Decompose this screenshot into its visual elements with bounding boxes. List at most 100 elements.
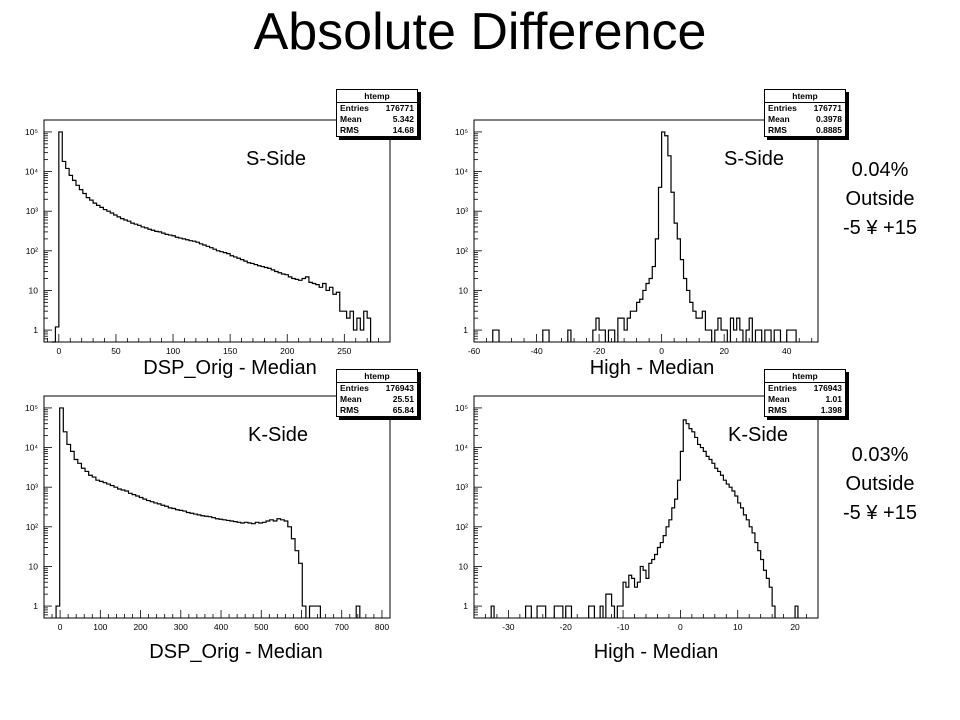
histogram-bin [715,330,718,342]
histogram-bin [635,587,638,618]
histogram-bin [118,489,122,618]
histogram-bin [233,522,237,618]
histogram-bin [491,606,494,618]
histogram-bin [749,318,752,342]
histogram-bin [367,318,370,342]
histogram-bin [148,229,151,342]
histogram-bin [277,519,281,618]
histogram-bin [743,515,746,618]
x-axis-title-k-high: High - Median [593,641,719,663]
histogram-bin [496,330,499,342]
y-tick-label: 10⁵ [455,403,468,413]
histogram-bin [212,518,216,618]
histogram-bin [569,606,572,618]
histogram-bin [655,555,658,618]
histogram-bin [128,493,132,618]
x-tick-label: -30 [502,622,515,632]
x-axis-title-s-high: High - Median [589,357,715,379]
x-tick-label: 200 [133,622,147,632]
x-tick-label: -20 [560,622,573,632]
plot-frame [43,119,391,343]
histogram-bin [592,606,595,618]
histogram-bin [692,432,695,618]
histogram-bin [674,223,677,342]
histogram-bin [766,578,769,618]
histogram-bin [718,471,721,618]
histogram-bin [695,437,698,618]
histogram-bin [179,238,182,342]
histogram-bin [100,481,104,618]
histogram-bin [139,497,143,618]
histogram-bin [313,606,317,618]
stats-box-name: htemp [337,90,417,103]
histogram-bin [302,606,306,618]
y-tick-label: 10³ [456,482,468,492]
histogram-bin [143,499,147,618]
histogram-bin [172,508,176,618]
histogram-bin [764,570,767,618]
histogram-bin [680,260,683,342]
histogram-bin [107,211,110,342]
histogram-bin [675,499,678,618]
histogram-bin [74,459,78,618]
histogram-bin [131,223,134,342]
histogram-bin [596,318,599,342]
y-tick-label: 10² [456,522,468,532]
histogram-bin [196,242,199,342]
histogram-bin [147,501,151,618]
histogram-bin [288,277,291,342]
histogram-bin [326,290,329,342]
histogram-bin [189,241,192,342]
histogram-bin [114,215,117,342]
histogram-bin [333,294,336,342]
histogram-bin [357,318,360,342]
histogram-bin [230,256,233,342]
histogram-bin [643,290,646,342]
histogram-bin [132,495,136,618]
histogram-bin [657,548,660,618]
histogram-bin [364,311,367,342]
histogram-bin [323,283,326,342]
histogram-bin [114,487,118,618]
histogram-bin [336,292,339,342]
stats-box-name: htemp [765,370,845,383]
histogram-bin [299,280,302,342]
histogram-bin [649,279,652,342]
x-tick-label: 50 [111,346,121,356]
histogram-bin [768,330,771,342]
histogram-bin [735,496,738,618]
histogram-bin [646,283,649,342]
y-tick-label: 10³ [26,206,38,216]
histogram-outline [55,407,361,618]
histogram-bin [554,606,557,618]
histogram-bin [155,231,158,342]
histogram-bin [746,520,749,618]
histogram-bin [312,283,315,342]
histogram-bin [624,330,627,342]
x-axis-title-s-dsp: DSP_Orig - Median [143,357,317,379]
stats-box-s-high: htemp Entries 176771 Mean 0.3978 RMS 0.8885 [764,89,846,137]
x-tick-label: 400 [214,622,228,632]
histogram-bin [612,330,615,342]
histogram-bin [192,241,195,342]
histogram-bin [652,559,655,618]
y-tick-label: 10⁴ [455,167,468,177]
histogram-bin [60,408,64,618]
x-tick-label: -40 [530,346,543,356]
histogram-bin [666,527,669,618]
histogram-bin [201,516,205,618]
histogram-bin [110,486,114,618]
stats-box-name: htemp [765,90,845,103]
stats-box-s-dsp: htemp Entries 176771 Mean 5.342 RMS 14.68 [336,89,418,137]
histogram-bin [71,451,75,618]
histogram-bin [240,260,243,342]
histogram-bin [127,221,130,342]
histogram-bin [608,330,611,342]
histogram-bin [172,236,175,342]
histogram-bin [316,285,319,342]
histogram-bin [672,508,675,618]
histogram-bin [729,487,732,618]
x-tick-label: 700 [335,622,349,632]
histogram-bin [291,539,295,618]
histogram-bin [121,219,124,342]
